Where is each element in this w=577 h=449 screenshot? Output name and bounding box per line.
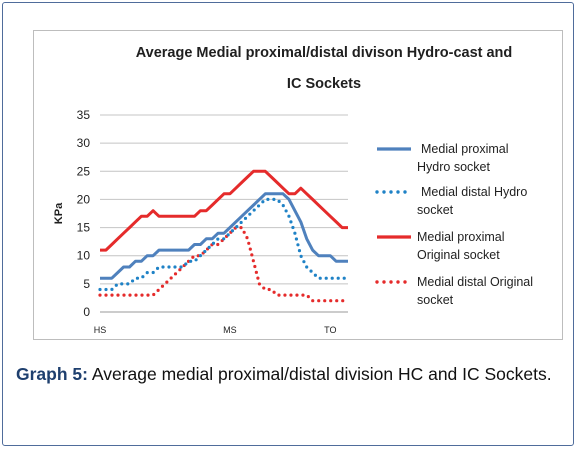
x-tick-label-ms: MS	[223, 325, 237, 335]
chart-area: Average Medial proximal/distal divison H…	[33, 30, 563, 340]
series-medial-distal-hydro	[98, 197, 350, 292]
legend-label-1-line2: Hydro socket	[417, 160, 490, 174]
caption-label: Graph 5:	[16, 364, 88, 384]
y-tick-label-0: 0	[83, 305, 90, 319]
y-tick-label-35: 35	[77, 108, 91, 122]
chart-svg: 0 5 10 15 20 25 30 35 KPa HS MS TO Medial proximal Hy…	[53, 108, 533, 335]
y-axis-label: KPa	[53, 202, 65, 224]
y-tick-label-5: 5	[83, 277, 90, 291]
x-tick-label-hs: HS	[94, 325, 107, 335]
y-tick-label-10: 10	[77, 249, 91, 263]
y-tick-label-15: 15	[77, 221, 91, 235]
y-tick-label-30: 30	[77, 136, 91, 150]
legend-label-4-line1: Medial distal Original	[417, 275, 533, 289]
legend-label-4-line2: socket	[417, 293, 454, 307]
series-medial-distal-original	[98, 226, 350, 303]
chart-title-line1: Average Medial proximal/distal divison H…	[135, 45, 513, 61]
series-medial-proximal-hydro	[100, 192, 348, 280]
legend-label-2-line2: socket	[417, 203, 454, 217]
series-medial-proximal-original	[100, 169, 348, 252]
y-tick-label-25: 25	[77, 164, 91, 178]
legend-label-2-line1: Medial distal Hydro	[421, 185, 527, 199]
chart-title-line2: IC Sockets	[286, 76, 362, 92]
x-tick-label-to: TO	[324, 325, 336, 335]
figure-caption: Graph 5: Average medial proximal/distal …	[16, 363, 556, 385]
legend-label-1-line1: Medial proximal	[421, 142, 509, 156]
legend-label-3-line1: Medial proximal	[417, 230, 505, 244]
caption-text: Average medial proximal/distal division …	[91, 364, 552, 384]
y-tick-label-20: 20	[77, 192, 91, 206]
legend-label-3-line2: Original socket	[417, 248, 500, 262]
